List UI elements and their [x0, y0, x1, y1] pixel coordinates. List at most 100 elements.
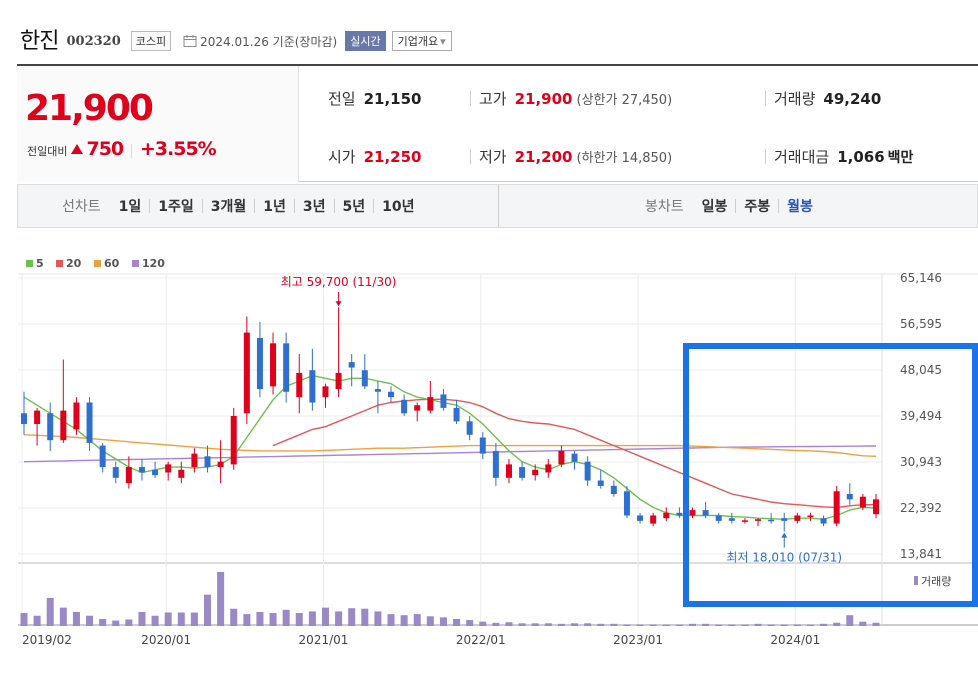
volume-bar: [518, 623, 526, 626]
candle: [21, 391, 27, 435]
tab-divider: [293, 199, 295, 213]
candle-body: [335, 372, 342, 390]
tab-daily[interactable]: 일봉: [701, 199, 728, 215]
candle-body: [427, 397, 434, 411]
tab-divider: [373, 199, 375, 213]
price-summary: 21,900 전일대비 750 | +3.55% 전일 21,150 고가 21…: [17, 64, 978, 182]
volume-legend-label: 거래량: [921, 575, 951, 588]
legend-swatch: [26, 260, 33, 267]
change-divider: |: [129, 143, 134, 159]
candle: [361, 354, 368, 390]
volume-bar: [20, 613, 28, 626]
candle-body: [388, 391, 395, 398]
candle: [138, 459, 145, 481]
candle-body: [715, 515, 722, 521]
candle-body: [217, 461, 224, 468]
candle-body: [361, 370, 368, 387]
tab-1day[interactable]: 1일: [118, 199, 142, 215]
candle-body: [571, 453, 578, 462]
tab-10year[interactable]: 10년: [382, 199, 415, 215]
volume-bar: [859, 621, 867, 626]
legend-label: 20: [66, 257, 82, 270]
volume-bar: [846, 615, 854, 626]
x-tick-label: 2023/01: [613, 633, 663, 647]
prev-close-label: 전일: [328, 90, 356, 108]
candle-body: [466, 421, 473, 435]
candle-body: [781, 518, 788, 521]
candle: [86, 397, 93, 451]
volume-bar: [72, 611, 80, 626]
candle: [243, 316, 250, 425]
candle: [794, 512, 801, 524]
candle: [519, 461, 526, 481]
volume-bar: [426, 616, 434, 626]
tab-3year[interactable]: 3년: [302, 199, 326, 215]
candle: [335, 307, 342, 398]
candle: [388, 386, 395, 403]
tab-1week[interactable]: 1주일: [158, 199, 194, 215]
candle-body: [99, 445, 106, 468]
volume-bar: [675, 624, 683, 626]
volume-bar: [387, 614, 395, 626]
tab-divider: [778, 199, 780, 213]
realtime-button[interactable]: 실시간: [345, 30, 386, 51]
candle-body: [348, 362, 355, 368]
volume-bar: [453, 618, 461, 626]
volume-bar: [688, 623, 696, 626]
max-arrow-icon: [335, 301, 342, 307]
volume-bar: [151, 615, 159, 626]
divider: [765, 149, 766, 164]
stock-header: 한진 002320 코스피 2024.01.26 기준(장마감) 실시간 기업개…: [20, 22, 452, 56]
candle-body: [637, 515, 644, 521]
stock-code: 002320: [66, 33, 121, 49]
tab-weekly[interactable]: 주봉: [744, 199, 771, 215]
low-label: 저가: [479, 148, 507, 166]
tab-3month[interactable]: 3개월: [210, 199, 247, 215]
trade-value: 거래대금 1,066 백만: [774, 146, 913, 167]
tab-monthly[interactable]: 월봉: [787, 199, 813, 215]
candle: [584, 456, 591, 486]
volume-bar: [269, 613, 277, 626]
candle: [807, 512, 814, 521]
candlestick-chart[interactable]: 5 20 60 120 65,146 56,595 48,045 39,494 30,943 2…: [0, 230, 978, 679]
candle: [623, 485, 630, 519]
volume-bar: [702, 623, 710, 626]
tab-5year[interactable]: 5년: [342, 199, 366, 215]
candle-body: [768, 519, 775, 522]
trade-value-unit: 백만: [887, 150, 914, 166]
candle: [191, 448, 198, 473]
candle: [296, 354, 303, 414]
x-tick-label: 2020/01: [141, 633, 191, 647]
candle-body: [125, 467, 132, 484]
candle-body: [60, 410, 67, 441]
volume-bar: [741, 624, 749, 626]
y-tick-label: 39,494: [900, 409, 942, 423]
volume-bar: [492, 622, 500, 626]
up-arrow-icon: [71, 144, 84, 154]
volume-bar: [243, 614, 251, 626]
tab-divider: [735, 199, 737, 213]
volume-bar: [217, 572, 225, 626]
company-info-button[interactable]: 기업개요 ▾: [391, 30, 452, 51]
candle-body: [34, 410, 41, 425]
company-info-label: 기업개요: [397, 34, 439, 48]
candle-body: [112, 467, 119, 478]
candles: [21, 307, 879, 532]
volume-bar: [99, 618, 107, 626]
tab-1year[interactable]: 1년: [263, 199, 286, 215]
candle: [34, 407, 41, 446]
volume-bar: [597, 623, 605, 626]
volume-bar: [112, 620, 120, 626]
volume-bar: [439, 617, 447, 626]
volume-bar: [728, 624, 736, 626]
volume-bar: [610, 623, 618, 626]
candle-body: [807, 515, 814, 518]
volume-bar: [544, 623, 552, 626]
volume-bar: [820, 623, 828, 626]
volume-bar: [400, 615, 408, 626]
volume-bar: [557, 623, 565, 626]
candle: [322, 383, 329, 408]
candle: [781, 512, 788, 532]
min-arrow-icon: [781, 532, 788, 538]
legend-swatch: [132, 260, 139, 267]
